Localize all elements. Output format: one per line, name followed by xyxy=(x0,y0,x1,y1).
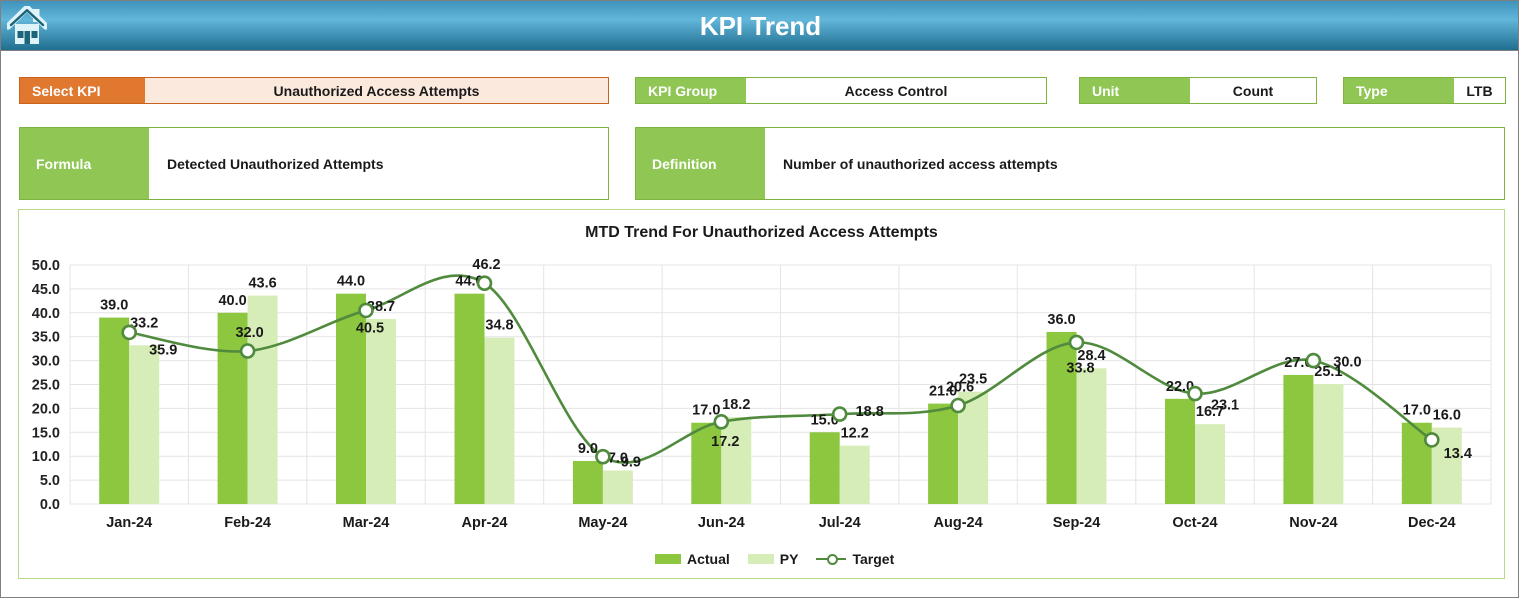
svg-text:15.0: 15.0 xyxy=(32,425,60,441)
svg-text:45.0: 45.0 xyxy=(32,282,60,298)
svg-text:0.0: 0.0 xyxy=(40,497,60,513)
svg-text:40.0: 40.0 xyxy=(218,293,246,309)
svg-text:46.2: 46.2 xyxy=(472,257,500,273)
svg-text:Feb-24: Feb-24 xyxy=(224,515,271,531)
svg-text:50.0: 50.0 xyxy=(32,258,60,274)
svg-text:Jul-24: Jul-24 xyxy=(819,515,861,531)
svg-text:Nov-24: Nov-24 xyxy=(1289,515,1337,531)
svg-text:43.6: 43.6 xyxy=(248,276,276,292)
svg-text:Sep-24: Sep-24 xyxy=(1053,515,1101,531)
svg-text:25.0: 25.0 xyxy=(32,378,60,394)
svg-text:40.0: 40.0 xyxy=(32,306,60,322)
svg-text:17.0: 17.0 xyxy=(1403,403,1431,419)
svg-text:9.9: 9.9 xyxy=(621,455,641,471)
svg-text:May-24: May-24 xyxy=(578,515,627,531)
svg-text:20.0: 20.0 xyxy=(32,401,60,417)
svg-text:Aug-24: Aug-24 xyxy=(934,515,983,531)
svg-text:16.0: 16.0 xyxy=(1433,408,1461,424)
svg-text:9.0: 9.0 xyxy=(578,441,598,457)
svg-text:Mar-24: Mar-24 xyxy=(343,515,390,531)
svg-text:32.0: 32.0 xyxy=(235,325,263,341)
svg-text:23.1: 23.1 xyxy=(1211,398,1239,414)
svg-text:35.9: 35.9 xyxy=(149,342,177,358)
svg-text:13.4: 13.4 xyxy=(1444,446,1472,462)
svg-text:Jun-24: Jun-24 xyxy=(698,515,745,531)
svg-text:34.8: 34.8 xyxy=(485,318,513,334)
svg-text:30.0: 30.0 xyxy=(32,354,60,370)
svg-text:12.2: 12.2 xyxy=(841,426,869,442)
svg-text:40.5: 40.5 xyxy=(356,320,384,336)
svg-text:36.0: 36.0 xyxy=(1047,312,1075,328)
svg-text:10.0: 10.0 xyxy=(32,449,60,465)
svg-text:39.0: 39.0 xyxy=(100,298,128,314)
svg-text:35.0: 35.0 xyxy=(32,330,60,346)
svg-text:33.8: 33.8 xyxy=(1066,360,1094,376)
svg-text:30.0: 30.0 xyxy=(1333,355,1361,371)
svg-text:18.2: 18.2 xyxy=(722,397,750,413)
svg-text:Apr-24: Apr-24 xyxy=(462,515,508,531)
svg-text:Dec-24: Dec-24 xyxy=(1408,515,1456,531)
svg-text:Oct-24: Oct-24 xyxy=(1172,515,1217,531)
svg-text:17.2: 17.2 xyxy=(711,434,739,450)
svg-text:Jan-24: Jan-24 xyxy=(106,515,152,531)
svg-text:5.0: 5.0 xyxy=(40,473,60,489)
svg-text:18.8: 18.8 xyxy=(856,404,884,420)
svg-text:20.6: 20.6 xyxy=(946,380,974,396)
svg-text:44.0: 44.0 xyxy=(337,274,365,290)
